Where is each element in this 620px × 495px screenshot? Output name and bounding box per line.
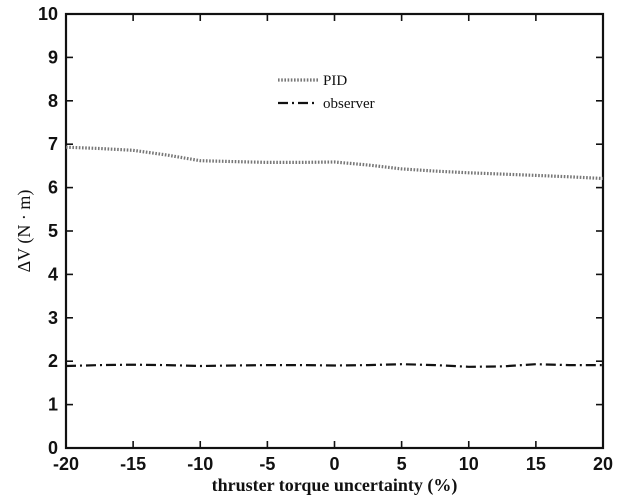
y-tick-label: 7 <box>48 134 58 154</box>
x-tick-label: 0 <box>329 454 339 474</box>
x-tick-label: 5 <box>397 454 407 474</box>
y-axis: 0 1 2 3 4 5 6 7 8 9 10 <box>38 4 603 458</box>
x-tick-label: -10 <box>187 454 213 474</box>
x-axis-title: thruster torque uncertainty (%) <box>212 475 458 495</box>
y-tick-label: 10 <box>38 4 58 24</box>
legend-label-pid: PID <box>323 73 347 89</box>
y-tick-label: 5 <box>48 221 58 241</box>
y-tick-label: 6 <box>48 178 58 198</box>
series-line-pid <box>65 145 604 181</box>
x-tick-label: -5 <box>259 454 275 474</box>
y-tick-label: 1 <box>48 395 58 415</box>
y-tick-label: 8 <box>48 91 58 111</box>
series-line-observer <box>65 363 603 368</box>
x-tick-label: 20 <box>593 454 613 474</box>
x-tick-label: 10 <box>459 454 479 474</box>
x-axis: -20 -15 -10 -5 0 5 10 15 20 <box>53 14 613 474</box>
y-tick-label: 4 <box>48 264 58 284</box>
y-tick-label: 9 <box>48 47 58 67</box>
series-layer <box>65 145 604 368</box>
x-tick-label: 15 <box>526 454 546 474</box>
y-tick-label: 2 <box>48 351 58 371</box>
y-axis-title: ΔV (N · m) <box>14 190 35 273</box>
legend-label-observer: observer <box>323 96 375 112</box>
legend: PID observer <box>278 73 375 112</box>
y-tick-label: 3 <box>48 308 58 328</box>
x-tick-label: -15 <box>120 454 146 474</box>
x-tick-label: -20 <box>53 454 79 474</box>
y-tick-label: 0 <box>48 438 58 458</box>
